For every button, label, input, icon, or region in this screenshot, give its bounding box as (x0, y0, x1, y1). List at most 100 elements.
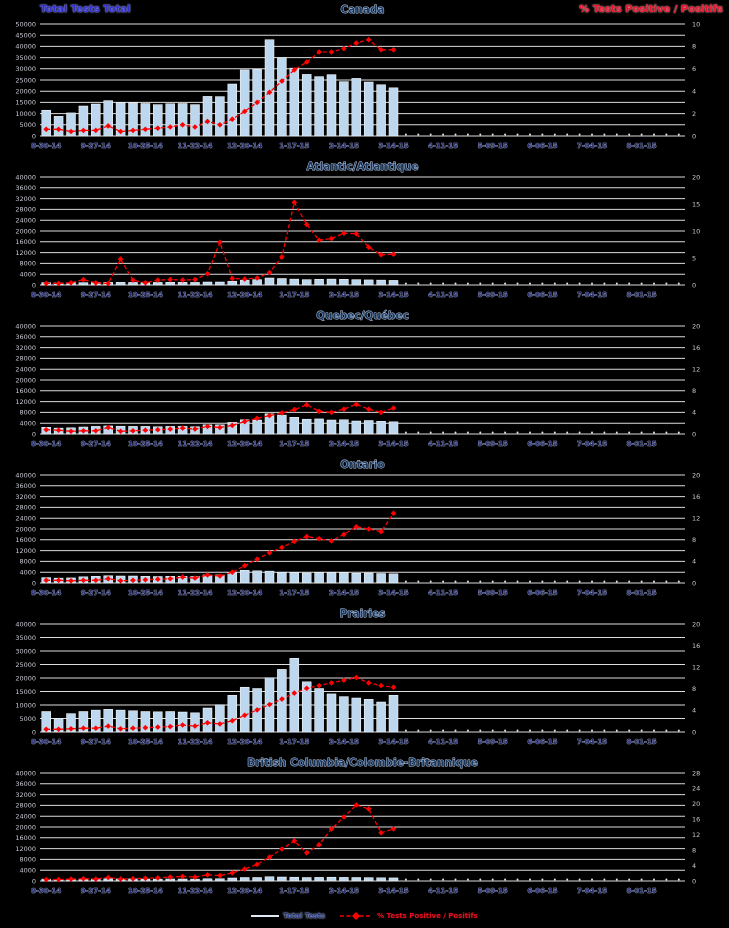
bar (277, 876, 287, 882)
pct-positive-marker (378, 528, 384, 535)
pct-positive-marker (254, 707, 260, 713)
pct-positive-marker (167, 276, 173, 283)
empty-week-tick (479, 133, 482, 136)
empty-week-tick (429, 282, 432, 285)
empty-week-tick (491, 729, 494, 732)
x-axis-tick-label: 8-30-14 (31, 440, 61, 448)
left-axis-tick-label: 0 (32, 430, 36, 438)
left-axis-tick-label: 40000 (15, 620, 36, 628)
pct-positive-marker (303, 850, 310, 856)
pct-positive-marker (303, 402, 310, 408)
right-axis-tick-label: 4 (692, 409, 696, 417)
bar (239, 69, 250, 137)
pct-positive-marker (204, 423, 211, 430)
empty-week-tick (628, 580, 631, 583)
empty-week-tick (591, 580, 593, 583)
bar (363, 572, 374, 584)
empty-week-tick (640, 282, 643, 285)
empty-week-tick (553, 878, 556, 881)
bar (314, 688, 324, 733)
x-axis-tick-label: 11-22-14 (177, 887, 212, 895)
x-axis-tick-label: 8-01-15 (627, 142, 657, 150)
bar (363, 699, 374, 733)
x-axis-tick-label: 6-06-15 (527, 738, 557, 746)
bar (376, 84, 386, 137)
x-axis-tick-label: 9-27-14 (81, 440, 111, 448)
empty-week-tick (417, 282, 420, 285)
empty-week-tick (466, 431, 469, 434)
empty-week-tick (479, 282, 482, 285)
x-axis-tick-label: 3-14-15 (378, 887, 408, 895)
left-axis-tick-label: 20000 (15, 88, 36, 96)
pct-positive-marker (155, 277, 161, 283)
empty-week-tick (504, 729, 507, 732)
pct-positive-marker (155, 875, 161, 881)
pct-positive-marker (68, 726, 74, 732)
right-axis-tick-label: 16 (692, 642, 700, 650)
empty-week-tick (541, 729, 544, 732)
pct-positive-marker (167, 575, 173, 582)
bar (227, 280, 238, 286)
bar (177, 878, 188, 882)
pct-positive-marker (254, 275, 260, 281)
panel-ontario: Ontario400003600032000280002400020000160… (15, 459, 700, 598)
panel-title: Atlantic/Atlantique (306, 161, 418, 173)
empty-week-tick (677, 431, 680, 434)
right-axis-tick-label: 24 (692, 785, 700, 793)
pct-positive-marker (266, 854, 273, 860)
pct-positive-marker (254, 556, 260, 562)
pct-positive-marker (130, 277, 136, 283)
pct-positive-marker (155, 426, 161, 433)
pct-positive-marker (217, 424, 223, 431)
left-axis-tick-label: 12000 (15, 845, 36, 853)
pct-positive-marker (117, 726, 124, 732)
pct-positive-marker (353, 401, 360, 408)
bar (326, 876, 337, 882)
empty-week-tick (529, 282, 531, 285)
pct-positive-marker (179, 122, 186, 128)
empty-week-tick (466, 133, 469, 136)
bar (227, 422, 238, 435)
x-axis-tick-label: 8-01-15 (627, 291, 657, 299)
bar (66, 112, 76, 137)
x-axis-tick-label: 3-14-15 (378, 440, 408, 448)
bar (326, 74, 337, 137)
pct-positive-marker (204, 270, 211, 277)
empty-week-tick (442, 878, 445, 881)
pct-positive-marker (229, 116, 236, 122)
pct-positive-marker (378, 830, 384, 836)
legend-total-tests-label: Total Tests (283, 911, 326, 920)
bar (140, 103, 151, 137)
left-axis-series-label: Total Tests Total (40, 4, 131, 15)
empty-week-tick (516, 133, 519, 136)
pct-positive-marker (192, 723, 198, 729)
left-axis-tick-label: 30000 (15, 65, 36, 73)
left-axis-tick-label: 15000 (15, 99, 36, 107)
pct-positive-marker (291, 838, 298, 844)
x-axis-tick-label: 4-11-15 (428, 887, 458, 895)
x-axis-tick-label: 8-01-15 (627, 738, 657, 746)
bar (53, 116, 64, 137)
empty-week-tick (553, 282, 556, 285)
left-axis-tick-label: 20000 (15, 674, 36, 682)
bar (153, 711, 163, 733)
empty-week-tick (417, 878, 420, 881)
empty-week-tick (566, 431, 569, 434)
empty-week-tick (628, 431, 631, 434)
pct-positive-marker (55, 726, 62, 733)
x-axis-tick-label: 2-14-15 (329, 738, 359, 746)
x-axis-tick-label: 2-14-15 (329, 291, 359, 299)
x-axis-tick-label: 1-17-15 (279, 738, 309, 746)
empty-week-tick (665, 580, 668, 583)
x-axis-tick-label: 11-22-14 (177, 440, 212, 448)
empty-week-tick (417, 729, 420, 732)
pct-positive-marker (130, 577, 136, 584)
bar (66, 713, 76, 733)
x-axis-tick-label: 10-25-14 (128, 738, 163, 746)
empty-week-tick (466, 282, 469, 285)
empty-week-tick (404, 431, 407, 434)
left-axis-tick-label: 0 (32, 728, 36, 736)
x-axis-tick-label: 6-06-15 (527, 291, 557, 299)
empty-week-tick (529, 729, 531, 732)
pct-positive-marker (279, 254, 285, 260)
